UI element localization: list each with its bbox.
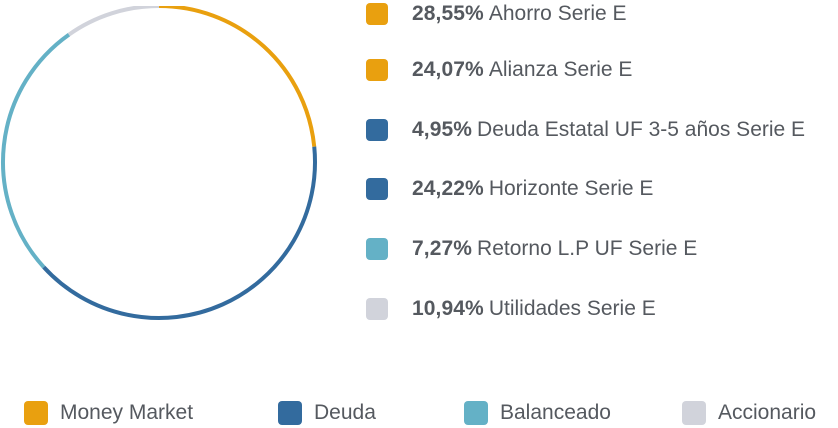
fund-legend-item[interactable]: 4,95% Deuda Estatal UF 3-5 años Serie E [366,116,805,144]
fund-name: Retorno L.P UF Serie E [477,237,698,260]
legend-swatch [366,119,388,141]
category-legend: Money Market Deuda Balanceado Accionario [0,398,838,428]
legend-swatch [682,401,706,425]
donut-segment-money-market[interactable] [158,6,317,147]
fund-percentage: 10,94% [412,297,484,320]
donut-svg [1,6,317,320]
fund-name: Ahorro Serie E [488,2,627,25]
fund-name: Horizonte Serie E [488,177,654,200]
donut-segment-balanceado[interactable] [1,32,71,269]
category-label: Accionario [718,401,817,424]
fund-legend-item[interactable]: 24,22% Horizonte Serie E [366,175,653,203]
fund-name: Utilidades Serie E [488,297,656,320]
fund-name: Deuda Estatal UF 3-5 años Serie E [477,118,806,141]
category-legend-item[interactable]: Accionario [682,398,816,428]
fund-name: Alianza Serie E [488,58,633,81]
fund-percentage: 28,55% [412,2,484,25]
fund-percentage: 24,22% [412,177,484,200]
legend-swatch [366,238,388,260]
category-legend-item[interactable]: Deuda [278,398,376,428]
legend-swatch [464,401,488,425]
fund-percentage: 4,95% [412,118,473,141]
legend-swatch [24,401,48,425]
category-legend-item[interactable]: Balanceado [464,398,611,428]
fund-percentage: 7,27% [412,237,473,260]
legend-swatch [366,178,388,200]
donut-segment-deuda[interactable] [42,146,317,320]
donut-chart [0,6,318,324]
donut-segment-accionario[interactable] [67,6,160,37]
category-label: Balanceado [500,401,611,424]
category-legend-item[interactable]: Money Market [24,398,193,428]
fund-legend-item[interactable]: 10,94% Utilidades Serie E [366,295,656,323]
fund-legend-item[interactable]: 28,55% Ahorro Serie E [366,0,627,28]
category-label: Deuda [314,401,376,424]
category-label: Money Market [60,401,194,424]
fund-legend-item[interactable]: 24,07% Alianza Serie E [366,56,632,84]
legend-swatch [366,3,388,25]
fund-percentage: 24,07% [412,58,484,81]
fund-legend-item[interactable]: 7,27% Retorno L.P UF Serie E [366,235,697,263]
legend-swatch [366,298,388,320]
legend-swatch [366,59,388,81]
legend-swatch [278,401,302,425]
